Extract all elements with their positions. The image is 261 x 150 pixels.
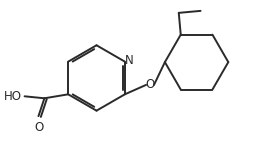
Text: O: O <box>145 78 155 91</box>
Text: HO: HO <box>4 90 22 103</box>
Text: N: N <box>124 54 133 67</box>
Text: O: O <box>35 121 44 134</box>
